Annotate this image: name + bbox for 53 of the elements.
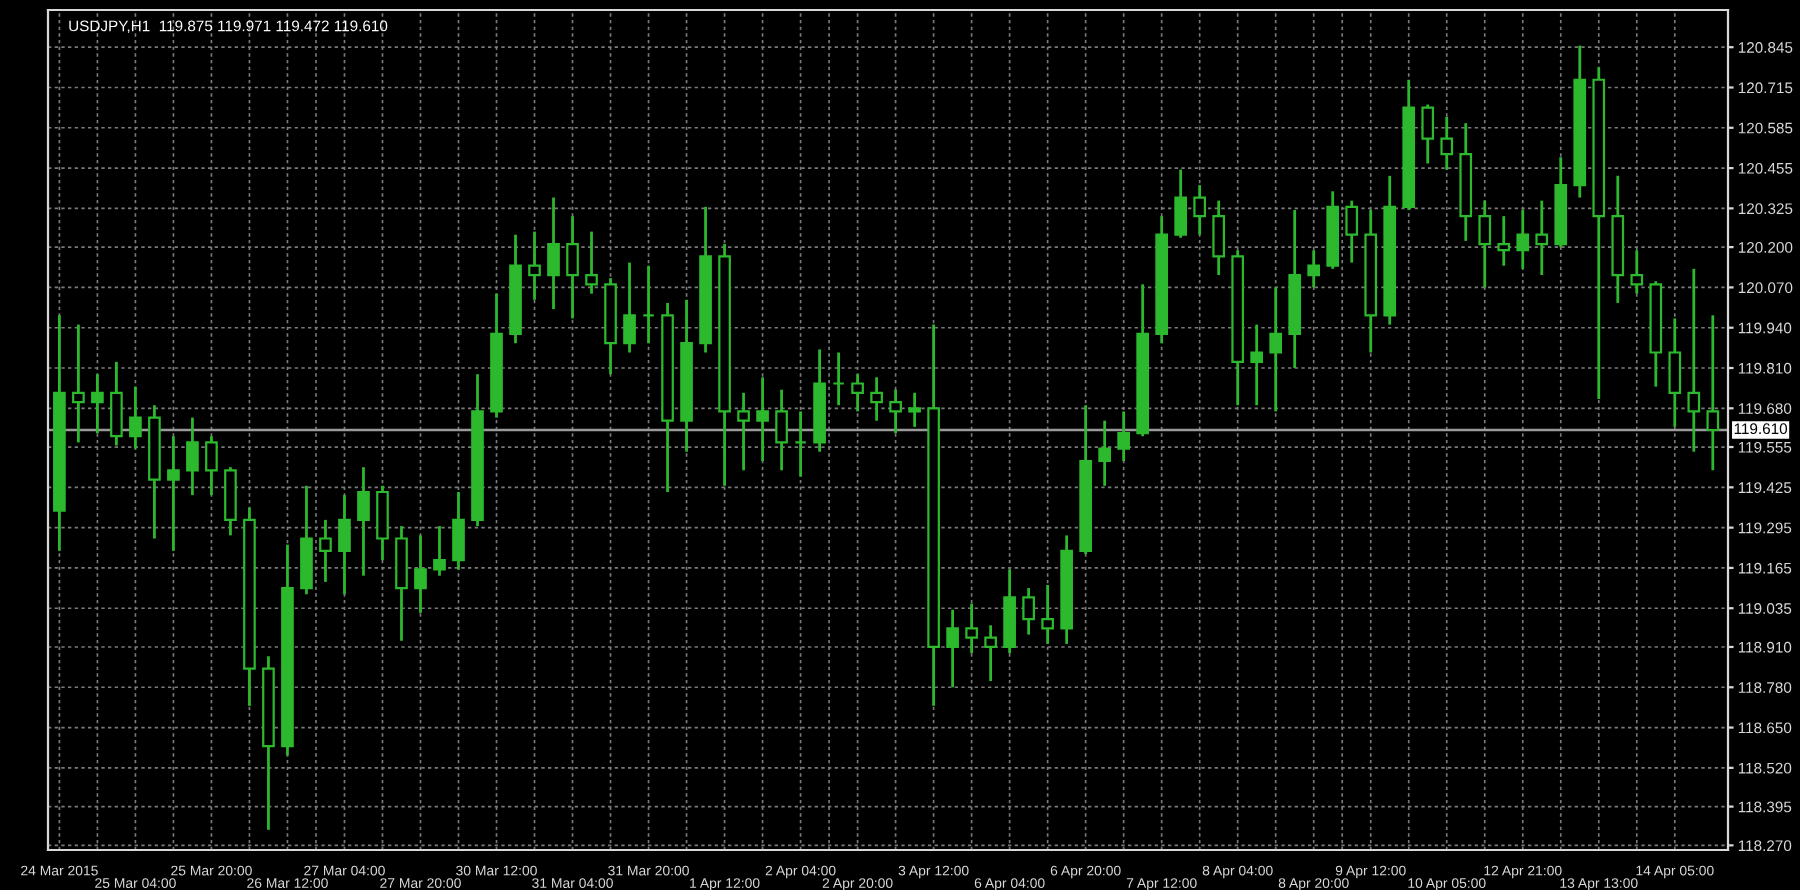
candlestick [129, 385, 142, 450]
candlestick [110, 360, 123, 447]
candlestick [167, 434, 180, 553]
candlestick [775, 388, 788, 472]
candlestick [1174, 168, 1188, 240]
candlestick [965, 602, 978, 655]
candlestick [1193, 183, 1207, 237]
candlestick [889, 388, 902, 435]
candlestick [1098, 419, 1111, 488]
candlestick [319, 518, 332, 584]
candlestick [1041, 583, 1054, 646]
candlestick [338, 493, 351, 596]
candlestick [1269, 286, 1283, 413]
candlestick [1706, 313, 1720, 472]
candlestick [452, 490, 465, 571]
candlestick [376, 484, 389, 562]
candlestick [585, 230, 598, 296]
candlestick [1022, 586, 1035, 636]
candlestick [1516, 208, 1530, 271]
candlestick [832, 351, 845, 407]
candlestick [946, 608, 959, 689]
candlestick [186, 416, 199, 497]
candlestick [1668, 317, 1682, 429]
candlestick [908, 391, 921, 429]
candlestick [870, 375, 883, 423]
candlestick [205, 434, 218, 497]
candlestick [851, 372, 864, 413]
candlestick [547, 196, 560, 311]
candlestick [414, 534, 427, 615]
candlestick [794, 410, 807, 478]
candlestick [91, 372, 104, 435]
candlestick [1630, 248, 1644, 296]
candlestick [984, 623, 997, 683]
candlestick [1345, 199, 1359, 265]
candlestick [1497, 214, 1511, 268]
candlestick [1478, 199, 1492, 289]
candlestick [528, 230, 541, 302]
candlestick [623, 261, 636, 354]
candlestick [357, 465, 370, 578]
candlestick [1307, 248, 1321, 289]
candlestick [1212, 199, 1226, 277]
candlestick [756, 375, 769, 463]
candlestick [433, 524, 446, 578]
candlestick [1421, 103, 1435, 165]
candlestick [1535, 199, 1549, 277]
candlestick [737, 391, 750, 472]
candlestick [642, 264, 655, 345]
candlestick [1687, 267, 1701, 454]
candlestick [1440, 115, 1454, 172]
candlestick [1250, 323, 1264, 407]
candlestick [566, 214, 579, 320]
candlestick [1117, 410, 1130, 463]
candlestick [72, 323, 85, 444]
